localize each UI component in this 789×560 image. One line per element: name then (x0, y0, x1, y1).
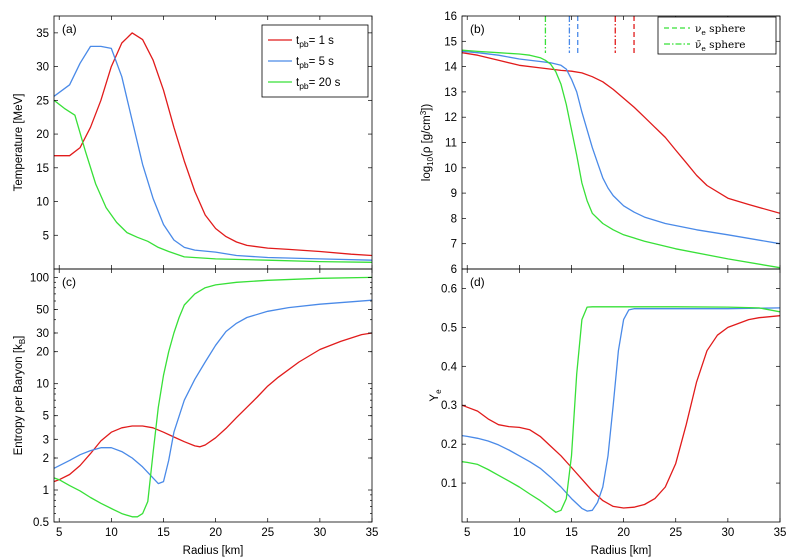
ytick-label-a-6: 35 (36, 28, 49, 40)
xtick-label-c-0: 5 (56, 527, 62, 539)
legend-label-1: tpb= 5 s (296, 56, 334, 70)
xtick-label-c-1: 10 (105, 527, 118, 539)
ytick-label-c-2: 2 (43, 453, 49, 465)
ytick-label-d-0: 0.1 (441, 478, 457, 490)
legend-b-label-1: ν̄e sphere (695, 39, 746, 53)
ytick-label-b-9: 15 (444, 36, 457, 48)
panel-label-d: (d) (470, 275, 485, 289)
series-line-d-2 (462, 306, 780, 513)
ytick-label-c-5: 10 (36, 379, 49, 391)
ytick-label-d-4: 0.5 (441, 322, 457, 334)
ytick-label-a-5: 30 (36, 62, 49, 74)
ytick-label-b-10: 16 (444, 11, 457, 23)
series-line-c-2 (54, 276, 372, 518)
ytick-label-b-4: 10 (444, 163, 457, 175)
ytick-label-b-0: 6 (451, 264, 457, 276)
panel-d-electron-fraction: 5 10 15 20 25 30 35 0.1 0.2 0.3 0.4 0.5 0.6 (d) Radius… (429, 268, 787, 557)
ytick-label-b-8: 14 (444, 62, 457, 74)
xtick-label-d-4: 25 (669, 527, 682, 539)
legend-b-label-0: νe sphere (695, 23, 746, 37)
legend-a: tpb= 1 s tpb= 5 s tpb= 20 s (261, 24, 369, 98)
ylabel-c: Entropy per Baryon [kB] (13, 336, 27, 456)
panel-label-c: (c) (62, 275, 76, 289)
xtick-label-d-5: 30 (721, 527, 734, 539)
xtick-label-c-5: 30 (313, 527, 326, 539)
xtick-label-d-2: 15 (565, 527, 578, 539)
ytick-label-a-1: 10 (36, 197, 49, 209)
series-line-d-0 (462, 315, 780, 509)
axes-frame-d (461, 268, 781, 523)
panel-b-density: 6 7 8 9 10 11 12 13 14 15 16 (b) log10(ρ [g/cm3]) νe … (419, 11, 781, 276)
xtick-label-c-3: 20 (209, 527, 222, 539)
xtick-label-d-1: 10 (513, 527, 526, 539)
ytick-label-a-0: 5 (43, 230, 49, 242)
series-line-b-1 (462, 50, 780, 245)
xlabel-c: Radius [km] (183, 545, 244, 557)
ytick-label-c-4: 5 (43, 411, 49, 423)
xlabel-d: Radius [km] (591, 545, 652, 557)
ytick-label-a-4: 25 (36, 95, 49, 107)
ytick-label-b-1: 7 (451, 239, 457, 251)
ylabel-b: log10(ρ [g/cm3]) (419, 104, 435, 182)
ytick-label-c-3: 3 (43, 434, 49, 446)
xtick-label-c-6: 35 (366, 527, 379, 539)
ytick-label-d-1: 0.2 (441, 439, 457, 451)
ytick-label-a-3: 20 (36, 129, 49, 141)
series-line-a-2 (54, 99, 372, 263)
series-line-a-0 (54, 32, 372, 257)
series-line-b-0 (462, 52, 780, 214)
ytick-label-b-6: 12 (444, 112, 457, 124)
ytick-label-c-8: 50 (36, 304, 49, 316)
legend-label-0: tpb= 1 s (296, 35, 334, 49)
ylabel-d: Ye (429, 389, 443, 402)
ytick-label-b-3: 9 (451, 188, 457, 200)
ytick-label-c-0: 0.5 (33, 517, 49, 529)
axes-frame-c (53, 268, 373, 523)
panel-label-b: (b) (470, 22, 485, 36)
xtick-label-d-6: 35 (774, 527, 787, 539)
xtick-label-c-2: 15 (157, 527, 170, 539)
ytick-label-c-7: 30 (36, 328, 49, 340)
xtick-label-d-3: 20 (617, 527, 630, 539)
ytick-label-b-2: 8 (451, 213, 457, 225)
panel-a-temperature: 5 10 15 20 25 30 35 (a) Temperature [MeV] tpb= 1 … (13, 15, 373, 270)
legend-b: νe sphere ν̄e sphere (657, 16, 777, 55)
xtick-label-d-0: 5 (464, 527, 470, 539)
series-line-c-1 (54, 299, 372, 485)
series-line-a-1 (54, 45, 372, 261)
ytick-label-b-5: 11 (445, 138, 457, 150)
ytick-label-c-1: 1 (43, 485, 49, 497)
xtick-label-c-4: 25 (261, 527, 274, 539)
panel-label-a: (a) (62, 22, 77, 36)
ytick-label-b-7: 13 (444, 87, 457, 99)
ytick-label-d-3: 0.4 (441, 361, 458, 373)
ytick-label-a-2: 15 (36, 163, 49, 175)
ytick-label-c-9: 100 (30, 272, 49, 284)
ytick-label-c-6: 20 (36, 347, 49, 359)
legend-label-2: tpb= 20 s (296, 77, 341, 91)
ylabel-a: Temperature [MeV] (13, 94, 25, 192)
series-line-c-0 (54, 332, 372, 483)
ytick-label-d-2: 0.3 (441, 400, 457, 412)
series-line-d-1 (462, 307, 780, 512)
ytick-label-d-5: 0.6 (441, 283, 457, 295)
series-line-b-2 (462, 49, 780, 269)
